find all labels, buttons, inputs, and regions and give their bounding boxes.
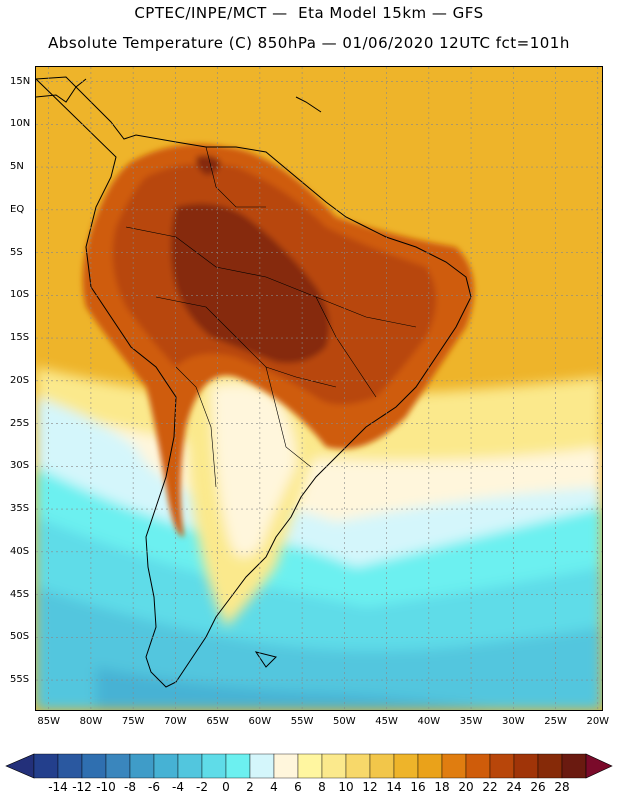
colorbar-segment [489,753,515,779]
colorbar-tick-label: 16 [410,780,426,794]
colorbar-tick-label: -2 [196,780,208,794]
graticule [36,67,602,710]
colorbar-tick-label: -12 [72,780,92,794]
colorbar-over-arrow [585,753,613,779]
colorbar-tick-label: 14 [386,780,402,794]
colorbar-tick-label: -14 [48,780,68,794]
latitude-label: 25S [10,417,30,429]
colorbar: -14 -12 -10 -8 -6 -4 -2 0 2 4 6 8 10 12 14 16 18 20 22 24 26… [0,750,618,800]
longitude-label: 50W [333,716,356,727]
latitude-label: EQ [10,203,25,215]
colorbar-segment [417,753,443,779]
tropical-heat-dome [82,144,474,537]
colorbar-svg [5,753,613,779]
colorbar-segment [537,753,563,779]
colorbar-tick-label: 22 [482,780,498,794]
colorbar-segment [273,753,299,779]
colorbar-segment [345,753,371,779]
longitude-label: 70W [164,716,187,727]
latitude-label: 10N [10,118,31,130]
continental-cool-tongue [186,362,316,627]
colorbar-tick-label: 28 [554,780,570,794]
longitude-label: 40W [417,716,441,727]
longitude-label: 20W [586,716,610,727]
temperature-map [35,66,603,711]
latitude-label: 55S [10,674,30,686]
latitude-label: 50S [10,631,30,643]
latitude-label: 40S [10,545,30,557]
colorbar-segment [441,753,467,779]
colorbar-segment [465,753,491,779]
colorbar-segment [33,753,59,779]
longitude-label: 80W [79,716,103,727]
colorbar-segment [177,753,203,779]
latitude-label: 5N [10,161,24,173]
map-title-line-2: Absolute Temperature (C) 850hPa — 01/06/… [48,34,570,52]
temperature-field-svg [36,67,602,710]
colorbar-segment [513,753,539,779]
latitude-label: 5S [10,246,23,258]
colorbar-tick-label: 4 [270,780,278,794]
latitude-label: 15S [10,332,30,344]
longitude-label: 60W [248,716,272,727]
colorbar-tick-label: -6 [148,780,160,794]
latitude-label: 20S [10,374,30,386]
coastlines [36,76,472,688]
colorbar-segment [81,753,107,779]
colorbar-tick-label: 20 [458,780,474,794]
latitude-label: 15N [10,75,31,87]
latitude-label: 35S [10,503,30,515]
colorbar-tick-label: 6 [294,780,302,794]
latitude-label: 30S [10,460,30,472]
colorbar-segment [369,753,395,779]
colorbar-tick-label: 10 [338,780,354,794]
longitude-label: 65W [206,716,229,727]
colorbar-tick-label: -10 [96,780,116,794]
longitude-label: 55W [290,716,314,727]
colorbar-segment [393,753,419,779]
longitude-label: 30W [501,716,525,727]
colorbar-tick-label: 0 [222,780,230,794]
colorbar-segment [249,753,275,779]
colorbar-tick-label: -8 [124,780,136,794]
colorbar-segment [225,753,251,779]
longitude-label: 35W [459,716,483,727]
colorbar-segment [105,753,131,779]
longitude-label: 25W [544,716,567,727]
colorbar-tick-label: 2 [246,780,254,794]
colorbar-segment [561,753,587,779]
colorbar-tick-label: 8 [318,780,326,794]
colorbar-under-arrow [5,753,35,779]
longitude-label: 45W [375,716,398,727]
colorbar-tick-label: 12 [362,780,378,794]
colorbar-segment [57,753,83,779]
colorbar-segment [297,753,323,779]
colorbar-segment [153,753,179,779]
colorbar-tick-label: 18 [434,780,450,794]
colorbar-segment [201,753,227,779]
latitude-label: 45S [10,588,30,600]
longitude-label: 85W [37,716,60,727]
latitude-label: 10S [10,289,30,301]
colorbar-tick-label: 24 [506,780,522,794]
colorbar-segment [129,753,155,779]
colorbar-tick-label: -4 [172,780,184,794]
map-title-line-1: CPTEC/INPE/MCT — Eta Model 15km — GFS [134,4,484,22]
longitude-label: 75W [121,716,145,727]
colorbar-tick-label: 26 [530,780,546,794]
colorbar-segment [321,753,347,779]
